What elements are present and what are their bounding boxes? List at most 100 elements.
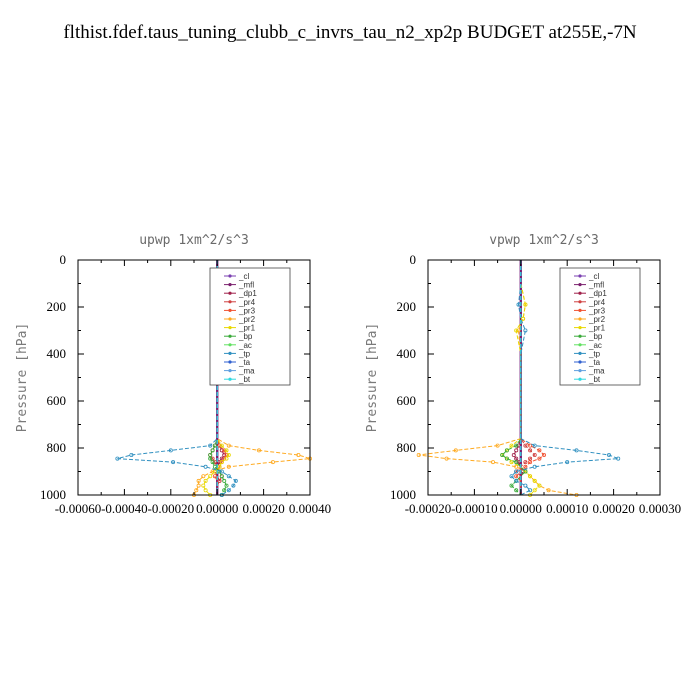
data-point	[537, 456, 542, 461]
data-point	[203, 488, 208, 493]
y-tick-label: 200	[47, 299, 67, 314]
legend-label: _pr1	[588, 324, 606, 333]
legend-label: _ac	[588, 341, 602, 350]
y-tick-label: 400	[47, 346, 67, 361]
data-point	[219, 460, 224, 465]
data-point	[226, 443, 231, 448]
legend-label: _pr1	[238, 324, 256, 333]
data-point	[212, 460, 217, 465]
legend-label: _pr3	[588, 306, 606, 315]
data-point	[546, 488, 551, 493]
x-tick-label: 0.00020	[592, 501, 634, 516]
legend-marker	[578, 291, 582, 295]
legend-marker	[228, 308, 232, 312]
legend-marker	[578, 317, 582, 321]
y-tick-label: 600	[397, 393, 417, 408]
x-tick-label: -0.00010	[451, 501, 498, 516]
data-point	[224, 483, 229, 488]
legend-marker	[578, 369, 582, 373]
data-point	[226, 488, 231, 493]
data-point	[523, 328, 528, 333]
data-point	[194, 488, 199, 493]
data-point	[516, 302, 521, 307]
legend-label: _ta	[588, 358, 601, 367]
legend-marker	[578, 343, 582, 347]
legend-label: _bt	[588, 375, 601, 384]
data-point	[217, 460, 222, 465]
data-point	[516, 443, 521, 448]
legend-label: _ac	[238, 341, 252, 350]
y-tick-label: 400	[397, 346, 417, 361]
x-tick-label: 0.00020	[242, 501, 284, 516]
legend-label: _tp	[238, 349, 251, 358]
data-point	[509, 483, 514, 488]
y-tick-label: 800	[397, 440, 417, 455]
legend-marker	[228, 377, 232, 381]
y-tick-label: 0	[410, 252, 417, 267]
figure-title: flthist.fdef.taus_tuning_clubb_c_invrs_t…	[63, 22, 637, 43]
legend-marker	[228, 300, 232, 304]
legend-marker	[578, 351, 582, 355]
legend-label: _pr4	[588, 298, 606, 307]
data-point	[256, 448, 261, 453]
x-tick-label: -0.00040	[101, 501, 148, 516]
data-point	[532, 478, 537, 483]
legend-label: _bp	[588, 332, 603, 341]
legend-marker	[228, 283, 232, 287]
data-point	[219, 448, 224, 453]
legend-marker	[228, 317, 232, 321]
upwp-chart: upwp 1xm^2/s^3 Pressure [hPa] 0 200 400 600 80…	[15, 233, 331, 516]
data-point	[208, 474, 213, 479]
legend-box	[559, 267, 641, 386]
data-point	[523, 443, 528, 448]
legend-marker	[578, 377, 582, 381]
y-tick-label: 200	[397, 299, 417, 314]
data-point	[528, 474, 533, 479]
series-line-pr4	[515, 260, 536, 495]
data-point	[219, 469, 224, 474]
data-point	[509, 474, 514, 479]
data-point	[201, 474, 206, 479]
data-point	[514, 448, 519, 453]
legend: _cl_mfl_dp1_pr4_pr3_pr2_pr1_bp_ac_tp_ta_…	[209, 267, 291, 386]
data-point	[537, 483, 542, 488]
data-point	[523, 302, 528, 307]
data-point	[532, 464, 537, 469]
data-point	[208, 456, 213, 461]
legend-marker	[228, 291, 232, 295]
legend-label: _bt	[238, 375, 251, 384]
data-point	[574, 448, 579, 453]
legend-marker	[228, 360, 232, 364]
x-tick-label: 0.00010	[546, 501, 588, 516]
data-point	[296, 452, 301, 457]
data-point	[514, 443, 519, 448]
data-point	[504, 448, 509, 453]
data-point	[509, 443, 514, 448]
legend-label: _bp	[238, 332, 253, 341]
data-point	[224, 448, 229, 453]
legend-label: _dp1	[238, 289, 257, 298]
data-point	[514, 328, 519, 333]
panel-title: vpwp 1xm^2/s^3	[489, 233, 599, 248]
data-point	[616, 456, 621, 461]
data-point	[537, 448, 542, 453]
data-point	[168, 448, 173, 453]
legend-label: _ta	[238, 358, 251, 367]
data-point	[217, 443, 222, 448]
legend-label: _pr2	[588, 315, 606, 324]
data-point	[416, 452, 421, 457]
data-point	[521, 316, 526, 321]
legend-label: _pr4	[238, 298, 256, 307]
panel-title: upwp 1xm^2/s^3	[139, 233, 249, 248]
data-point	[514, 478, 519, 483]
y-tick-label: 600	[47, 393, 67, 408]
x-tick-label: 0.00030	[639, 501, 681, 516]
data-point	[212, 443, 217, 448]
legend-marker	[228, 343, 232, 347]
data-point	[495, 443, 500, 448]
data-point	[490, 460, 495, 465]
legend-marker	[228, 334, 232, 338]
x-tick-label: 0.00000	[196, 501, 238, 516]
data-point	[203, 478, 208, 483]
x-tick-label: -0.00020	[405, 501, 452, 516]
